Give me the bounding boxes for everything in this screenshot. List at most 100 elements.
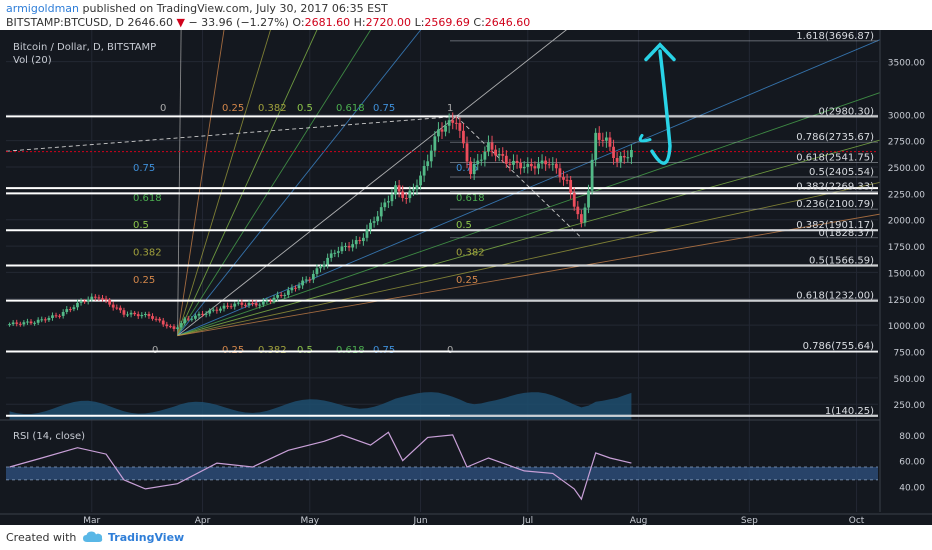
candle-body	[186, 318, 190, 320]
fan-level-label: 0.75	[456, 163, 478, 174]
candle-body	[143, 313, 147, 315]
price-axis-bg	[880, 30, 932, 525]
candle-body	[569, 179, 573, 193]
candle-body	[587, 190, 590, 208]
rsi-tick-label: 80.00	[899, 432, 925, 442]
price-tick-label: 250.00	[894, 401, 926, 411]
price-tick-label: 3000.00	[888, 111, 925, 121]
time-tick-label: Mar	[83, 516, 100, 525]
candle-body	[93, 296, 97, 298]
candle-body	[272, 297, 276, 302]
candle-body	[158, 318, 162, 321]
fib-retracement-label: 0.382(2269.33)	[796, 181, 874, 192]
candle-body	[315, 268, 319, 274]
candle-body	[211, 309, 215, 311]
candle-body	[565, 179, 569, 181]
fan-top-label: 0.5	[297, 103, 313, 114]
candle-body	[261, 301, 265, 305]
candle-body	[512, 160, 515, 165]
candle-body	[401, 191, 405, 198]
rsi-legend: RSI (14, close)	[13, 431, 85, 442]
candle-body	[36, 319, 40, 323]
candle-body	[404, 197, 408, 199]
candle-body	[18, 323, 22, 325]
axes: 250.00 500.00 750.00 1000.00 1250.00 1500.00 1…	[0, 30, 932, 525]
time-tick-label: Aug	[630, 516, 648, 525]
candle-body	[326, 257, 330, 265]
candle-body	[308, 279, 312, 281]
candle-body	[265, 300, 269, 302]
close-label: C:	[473, 16, 485, 29]
candle-body	[194, 315, 197, 319]
volume-area	[9, 392, 632, 420]
candle-body	[244, 304, 247, 306]
candle-body	[190, 318, 194, 320]
author-link[interactable]: armigoldman	[6, 2, 80, 15]
candle-body	[201, 313, 204, 315]
candle-body	[86, 299, 90, 302]
fan-top-label: 0.618	[336, 103, 365, 114]
candle-body	[51, 315, 54, 318]
candle-body	[383, 202, 387, 208]
candle-body	[111, 304, 115, 308]
candle-body	[204, 313, 208, 315]
candle-body	[126, 314, 129, 316]
candle-body	[269, 300, 272, 302]
candle-body	[197, 313, 201, 316]
candle-body	[608, 137, 612, 147]
candle-body	[15, 322, 19, 324]
candle-body	[290, 287, 294, 291]
candle-body	[226, 305, 229, 307]
candle-body	[311, 273, 315, 280]
tradingview-brand[interactable]: TradingView	[108, 531, 185, 544]
candle-body	[322, 264, 326, 267]
candle-body	[490, 142, 494, 150]
candle-body	[79, 301, 83, 303]
price-chart[interactable]: 0.75 0.618 0.5 0.382 0.25 0.75 0.618 0.5 0.382 0.…	[0, 30, 932, 525]
time-tick-label: Oct	[849, 516, 865, 525]
candle-body	[415, 185, 419, 190]
candle-body	[76, 302, 79, 308]
price-tick-label: 2000.00	[888, 217, 925, 227]
candle-body	[444, 125, 447, 132]
candle-body	[522, 166, 526, 169]
candle-body	[562, 177, 565, 180]
price-tick-label: 2750.00	[888, 138, 925, 148]
candle-body	[419, 175, 422, 186]
candle-body	[22, 322, 26, 325]
fib-levels: 1.618(3696.87) 0(2980.30) 0.786(2735.67) 0.…	[6, 31, 878, 417]
candle-body	[358, 240, 362, 242]
candle-body	[65, 309, 69, 312]
candle-body	[168, 326, 172, 328]
open-value: 2681.60	[304, 16, 351, 29]
candle-body	[540, 160, 544, 164]
last-price-text: 2646.60	[127, 16, 173, 29]
fib-retracement-label: 1(140.25)	[825, 406, 874, 417]
rsi-pane	[0, 419, 932, 501]
candle-body	[479, 159, 483, 161]
publish-line: armigoldman published on TradingView.com…	[6, 2, 388, 15]
candle-body	[501, 154, 505, 156]
candle-body	[286, 290, 290, 295]
price-tick-label: 750.00	[894, 348, 926, 358]
footer: Created with TradingView	[0, 525, 932, 550]
down-arrow-icon: ▼	[176, 16, 185, 29]
candle-body	[336, 251, 340, 253]
candle-body	[40, 319, 44, 321]
fan-level-label: 0.618	[456, 193, 485, 204]
candle-body	[451, 120, 455, 123]
chart-header: armigoldman published on TradingView.com…	[0, 0, 932, 30]
candle-body	[372, 221, 376, 223]
price-tick-label: 500.00	[894, 375, 926, 385]
candle-body	[136, 314, 140, 317]
high-label: H:	[353, 16, 366, 29]
fan-top-label: 0.25	[222, 103, 244, 114]
candle-body	[458, 122, 462, 131]
candle-body	[236, 302, 240, 304]
candle-body	[222, 305, 226, 309]
candle-body	[97, 297, 101, 299]
candle-body	[233, 303, 237, 307]
candle-body	[472, 164, 476, 175]
candle-body	[576, 206, 580, 215]
candle-body	[58, 315, 62, 317]
